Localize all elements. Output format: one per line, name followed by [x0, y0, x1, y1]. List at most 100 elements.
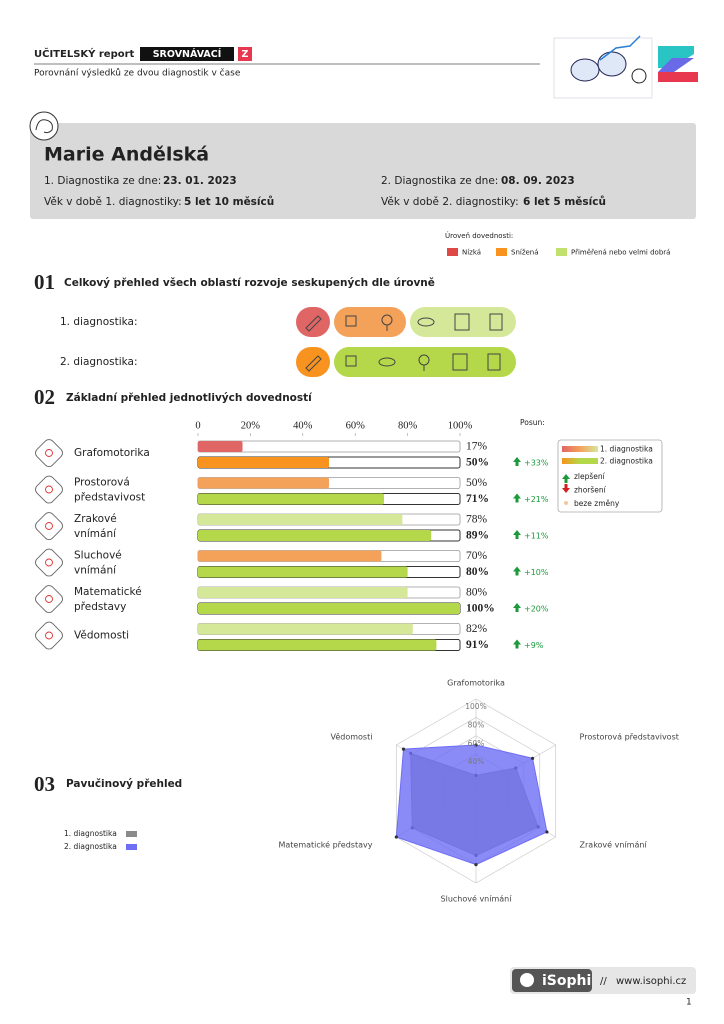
- badge: SROVNÁVACÍ: [153, 48, 222, 60]
- diag1-date: 23. 01. 2023: [163, 175, 237, 187]
- radar-point: [530, 756, 535, 760]
- skill-icon: [35, 439, 63, 467]
- bar: [198, 639, 437, 651]
- legend-label: Snížená: [511, 249, 539, 257]
- bar: [198, 457, 329, 468]
- legend-swatch: [496, 248, 507, 256]
- r-tick-label: 100%: [465, 702, 486, 711]
- legend-swatch: [562, 446, 598, 452]
- badge-bg: [140, 47, 234, 61]
- legend-swatch: [447, 248, 458, 256]
- skill-label: Sluchové vnímání: [74, 550, 125, 577]
- student-name: Marie Andělská: [44, 144, 209, 166]
- skill-icon-glyph: [45, 449, 53, 457]
- row-label: 2. diagnostika:: [60, 356, 138, 368]
- legend-swatch: [126, 844, 137, 850]
- bar: [198, 587, 408, 598]
- bar: [198, 566, 408, 578]
- bar: [198, 493, 385, 505]
- value-label: 80%: [466, 587, 488, 599]
- section-number: 01: [34, 270, 55, 294]
- change-arrow: [513, 566, 521, 576]
- level-groups: [296, 307, 516, 377]
- row-label: 1. diagnostika:: [60, 316, 138, 328]
- value-label: 71%: [466, 493, 489, 505]
- skill-icon: [35, 585, 63, 613]
- skill-icon-glyph: [45, 558, 53, 567]
- legend-label: beze změny: [574, 499, 620, 508]
- x-tick-label: 20%: [241, 420, 261, 431]
- legend-icon: [562, 484, 570, 493]
- age2: 6 let 5 měsíců: [523, 195, 606, 208]
- footer-sep: //: [600, 976, 607, 987]
- change-arrow: [513, 603, 521, 612]
- legend-label: Nízká: [462, 249, 481, 257]
- report-title: UČITELSKÝ report: [34, 47, 135, 60]
- radar-point: [474, 743, 478, 747]
- legend-label: 1. diagnostika: [64, 829, 117, 838]
- age1-label: Věk v době 1. diagnostiky:: [44, 196, 182, 208]
- logo-z: [658, 46, 698, 82]
- page-number: 1: [686, 998, 692, 1008]
- change-label: +33%: [524, 459, 549, 468]
- radar-point: [401, 747, 406, 751]
- axis-label: Vědomosti: [331, 733, 373, 742]
- level-legend-title: Úroveň dovednosti:: [445, 231, 513, 240]
- legend-swatch: [126, 831, 137, 837]
- radar-point: [394, 835, 398, 839]
- avatar-icon: [35, 119, 53, 134]
- legend-icon: [564, 501, 568, 505]
- bar: [198, 603, 460, 614]
- change-arrow: [513, 457, 521, 466]
- change-label: +9%: [524, 641, 544, 650]
- bar: [198, 514, 403, 525]
- change-label: +10%: [524, 568, 549, 577]
- age1: 5 let 10 měsíců: [184, 195, 274, 208]
- x-tick-label: 60%: [346, 420, 366, 431]
- report-subtitle: Porovnání výsledků ze dvou diagnostik v …: [34, 68, 241, 79]
- axis-label: Zrakové vnímání: [580, 840, 648, 850]
- value-label: 70%: [466, 550, 488, 562]
- skill-icon: [35, 475, 63, 504]
- legend-label: 2. diagnostika: [64, 842, 117, 851]
- radar-point: [545, 830, 549, 834]
- section-number: 02: [34, 385, 55, 409]
- change-arrow: [513, 530, 521, 539]
- change-arrow: [513, 639, 521, 649]
- bar: [198, 623, 413, 635]
- r-tick-label: 40%: [468, 757, 485, 766]
- skill-label-line: vnímání: [74, 565, 117, 577]
- section-number: 03: [34, 772, 55, 796]
- skill-label-line: představy: [74, 601, 126, 613]
- skill-icon-glyph: [45, 595, 53, 603]
- legend-swatch: [562, 458, 598, 464]
- skill-icon: [35, 621, 63, 650]
- change-arrow: [513, 493, 521, 503]
- legend-label: 1. diagnostika: [600, 445, 653, 454]
- footer-logo-bg: [512, 969, 592, 992]
- value-label: 50%: [466, 477, 488, 489]
- skill-icon-glyph: [45, 522, 53, 530]
- skill-icon: [35, 548, 63, 577]
- x-tick-label: 40%: [293, 420, 313, 431]
- skill-label-line: představivost: [74, 492, 145, 504]
- footer-logo-icon: [520, 973, 534, 987]
- footer-url: www.isophi.cz: [616, 976, 686, 987]
- skill-label: Zrakové vnímání: [74, 513, 120, 540]
- legend-swatch: [556, 248, 567, 256]
- diag2-label: 2. Diagnostika ze dne:: [381, 175, 498, 187]
- skill-label-line: Sluchové: [74, 550, 125, 562]
- axis-label: Grafomotorika: [447, 679, 505, 688]
- section-title: Celkový přehled všech oblastí rozvoje se…: [64, 277, 435, 289]
- legend-label: zlepšení: [574, 472, 606, 481]
- diag1-label: 1. Diagnostika ze dne:: [44, 175, 161, 187]
- x-tick-label: 0: [195, 420, 200, 431]
- value-label: 82%: [466, 623, 488, 635]
- r-tick-label: 60%: [468, 739, 485, 748]
- bar: [198, 441, 243, 452]
- bar: [198, 550, 382, 562]
- value-label: 50%: [466, 457, 489, 469]
- bar: [198, 477, 329, 489]
